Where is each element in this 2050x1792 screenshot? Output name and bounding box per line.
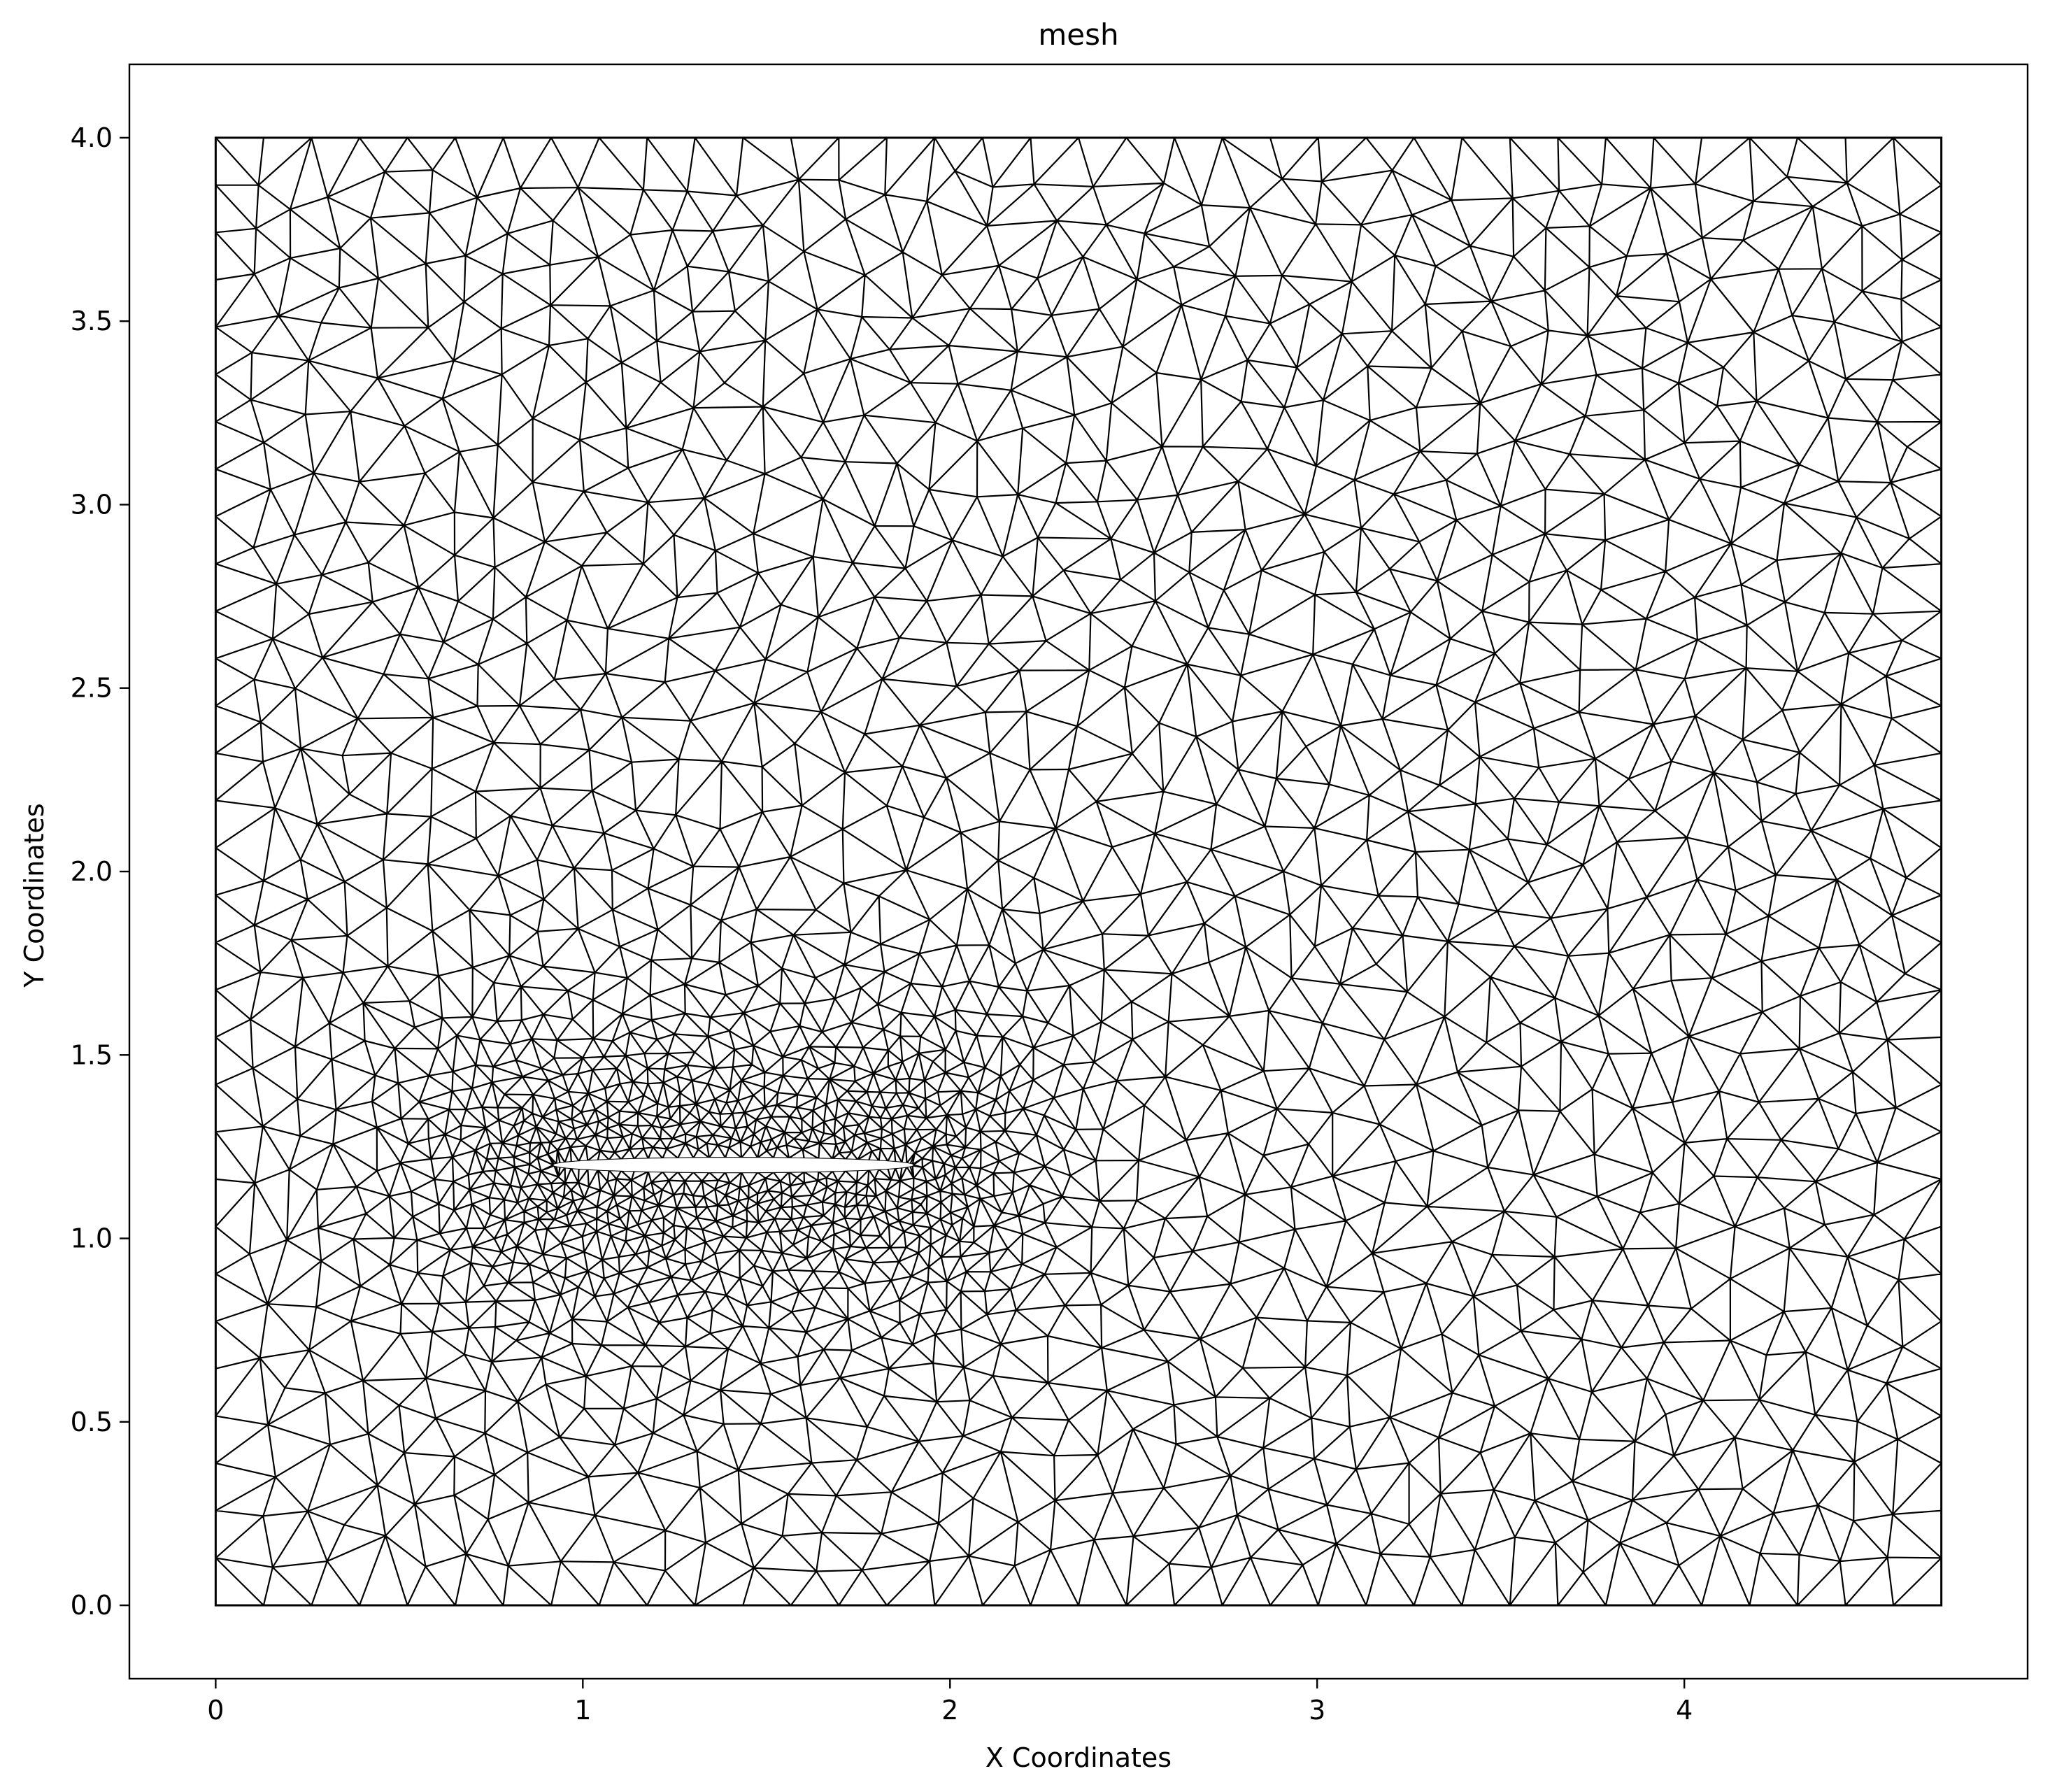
plot-area: [214, 136, 1943, 1607]
x-tick-label: 4: [1676, 1695, 1693, 1726]
x-tick-label: 3: [1309, 1695, 1325, 1726]
domain-boundary: [214, 136, 1943, 1607]
y-tick-label: 0.5: [71, 1407, 113, 1437]
x-tick-label: 2: [941, 1695, 958, 1726]
x-tick-label: 0: [207, 1695, 224, 1726]
y-tick-label: 1.0: [71, 1223, 113, 1254]
y-tick-label: 2.0: [71, 856, 113, 887]
y-axis-label: Y Coordinates: [19, 803, 50, 988]
x-tick-label: 1: [574, 1695, 591, 1726]
y-tick-label: 3.5: [71, 306, 113, 336]
airfoil-hole: [553, 1158, 913, 1173]
y-tick-label: 2.5: [71, 673, 113, 704]
x-axis-label: X Coordinates: [985, 1742, 1172, 1773]
y-axis-ticks: 0.0 0.5 1.0 1.5 2.0 2.5 3.0 3.5 4.0: [71, 122, 129, 1621]
y-tick-label: 4.0: [71, 122, 113, 153]
chart-title: mesh: [1038, 17, 1118, 52]
x-axis-ticks: 0 1 2 3 4: [207, 1679, 1693, 1726]
y-tick-label: 1.5: [71, 1039, 113, 1070]
y-tick-label: 0.0: [71, 1590, 113, 1621]
y-tick-label: 3.0: [71, 489, 113, 520]
